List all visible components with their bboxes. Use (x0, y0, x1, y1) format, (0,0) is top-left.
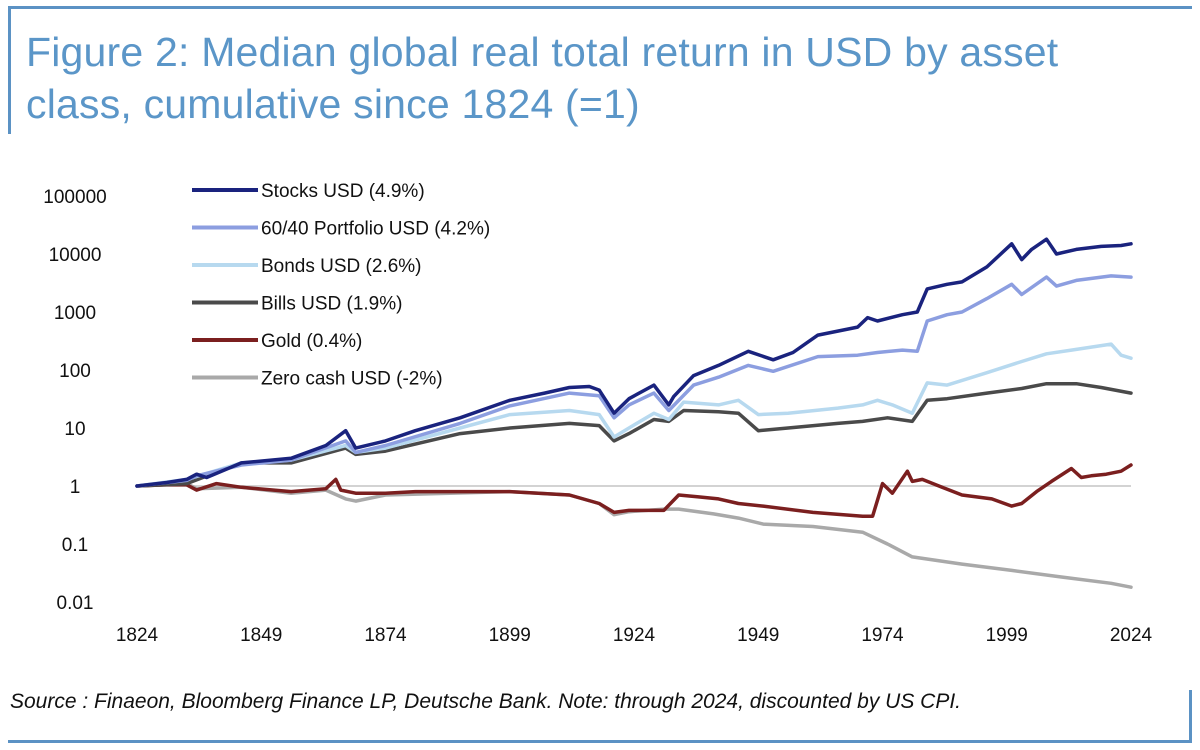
y-tick-label: 100000 (43, 187, 106, 208)
figure-title: Figure 2: Median global real total retur… (26, 29, 1059, 127)
top-rule (8, 6, 1192, 9)
legend-label: 60/40 Portfolio USD (4.2%) (261, 219, 490, 240)
x-tick-label: 2024 (1110, 625, 1153, 646)
right-rule (1189, 690, 1192, 743)
y-tick-label: 10000 (49, 245, 102, 266)
y-tick-label: 0.1 (62, 535, 88, 556)
legend-label: Bills USD (1.9%) (261, 294, 402, 315)
y-tick-label: 100 (59, 361, 91, 382)
source-note: Source : Finaeon, Bloomberg Finance LP, … (10, 690, 962, 713)
legend-label: Zero cash USD (-2%) (261, 369, 443, 390)
bottom-rule (8, 740, 1192, 743)
x-tick-label: 1949 (737, 625, 779, 646)
series-line-4 (135, 463, 1133, 519)
x-tick-label: 1899 (489, 625, 531, 646)
y-tick-label: 1 (70, 477, 81, 498)
series-line-2 (135, 342, 1133, 488)
series-line-1 (135, 274, 1133, 488)
x-tick-label: 1824 (116, 625, 159, 646)
x-tick-label: 1874 (364, 625, 407, 646)
series-line-0 (135, 237, 1133, 488)
legend-label: Stocks USD (4.9%) (261, 181, 425, 202)
y-tick-label: 1000 (54, 303, 96, 324)
series-line-3 (135, 381, 1133, 488)
legend-label: Bonds USD (2.6%) (261, 256, 422, 277)
x-tick-label: 1999 (986, 625, 1028, 646)
x-tick-label: 1924 (613, 625, 656, 646)
x-tick-label: 1974 (861, 625, 904, 646)
left-rule (8, 6, 11, 134)
y-tick-label: 10 (64, 419, 85, 440)
legend-label: Gold (0.4%) (261, 331, 362, 352)
x-tick-label: 1849 (240, 625, 282, 646)
y-tick-label: 0.01 (57, 593, 94, 614)
